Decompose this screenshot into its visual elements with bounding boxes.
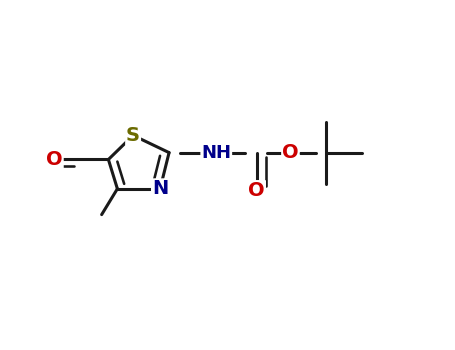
Text: S: S: [126, 126, 140, 145]
Text: O: O: [248, 181, 265, 200]
Text: NH: NH: [201, 144, 231, 162]
Text: O: O: [282, 143, 299, 162]
Text: N: N: [152, 179, 168, 198]
Text: O: O: [46, 150, 63, 169]
